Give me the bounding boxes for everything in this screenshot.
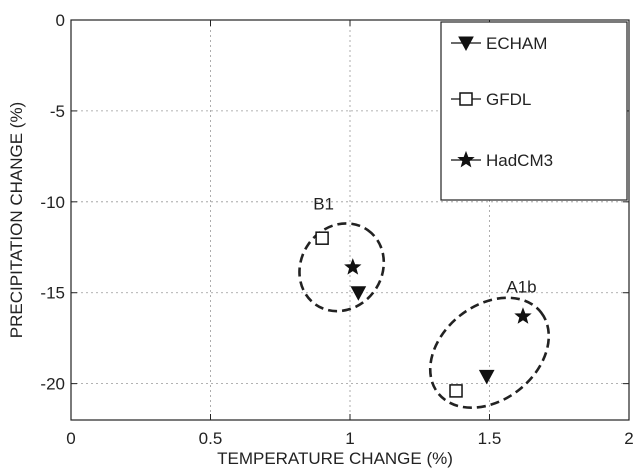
data-point-hadcm3: [514, 307, 532, 324]
group-label-a1b: A1b: [506, 278, 536, 297]
data-point-gfdl: [449, 384, 463, 398]
data-point-echam: [350, 286, 367, 301]
legend-marker-hadcm3: [457, 150, 475, 168]
y-axis-label: PRECIPITATION CHANGE (%): [7, 102, 26, 338]
legend-label-hadcm3: HadCM3: [486, 151, 553, 170]
group-label-b1: B1: [313, 194, 334, 213]
x-tick-label: 0: [66, 429, 75, 448]
group-ellipse-a1b: [428, 296, 551, 409]
legend-marker-gfdl: [459, 92, 473, 106]
x-tick-label: 1: [345, 429, 354, 448]
legend: ECHAM GFDL HadCM3: [440, 21, 628, 201]
data-point-gfdl: [315, 231, 329, 245]
y-tick-label: 0: [56, 11, 65, 30]
y-tick-label: -15: [40, 284, 65, 303]
legend-box: [440, 21, 628, 201]
legend-label-gfdl: GFDL: [486, 90, 531, 109]
x-axis-label: TEMPERATURE CHANGE (%): [217, 449, 453, 468]
data-point-hadcm3: [344, 258, 362, 275]
data-point-echam: [478, 369, 495, 385]
legend-label-echam: ECHAM: [486, 34, 547, 53]
x-tick-label: 1.5: [478, 429, 502, 448]
y-tick-label: -5: [50, 102, 65, 121]
x-tick-label: 2: [624, 429, 633, 448]
group-ellipse-b1: [298, 222, 386, 313]
legend-marker-echam: [458, 36, 474, 52]
x-tick-label: 0.5: [199, 429, 223, 448]
y-tick-label: -10: [40, 193, 65, 212]
y-tick-label: -20: [40, 375, 65, 394]
